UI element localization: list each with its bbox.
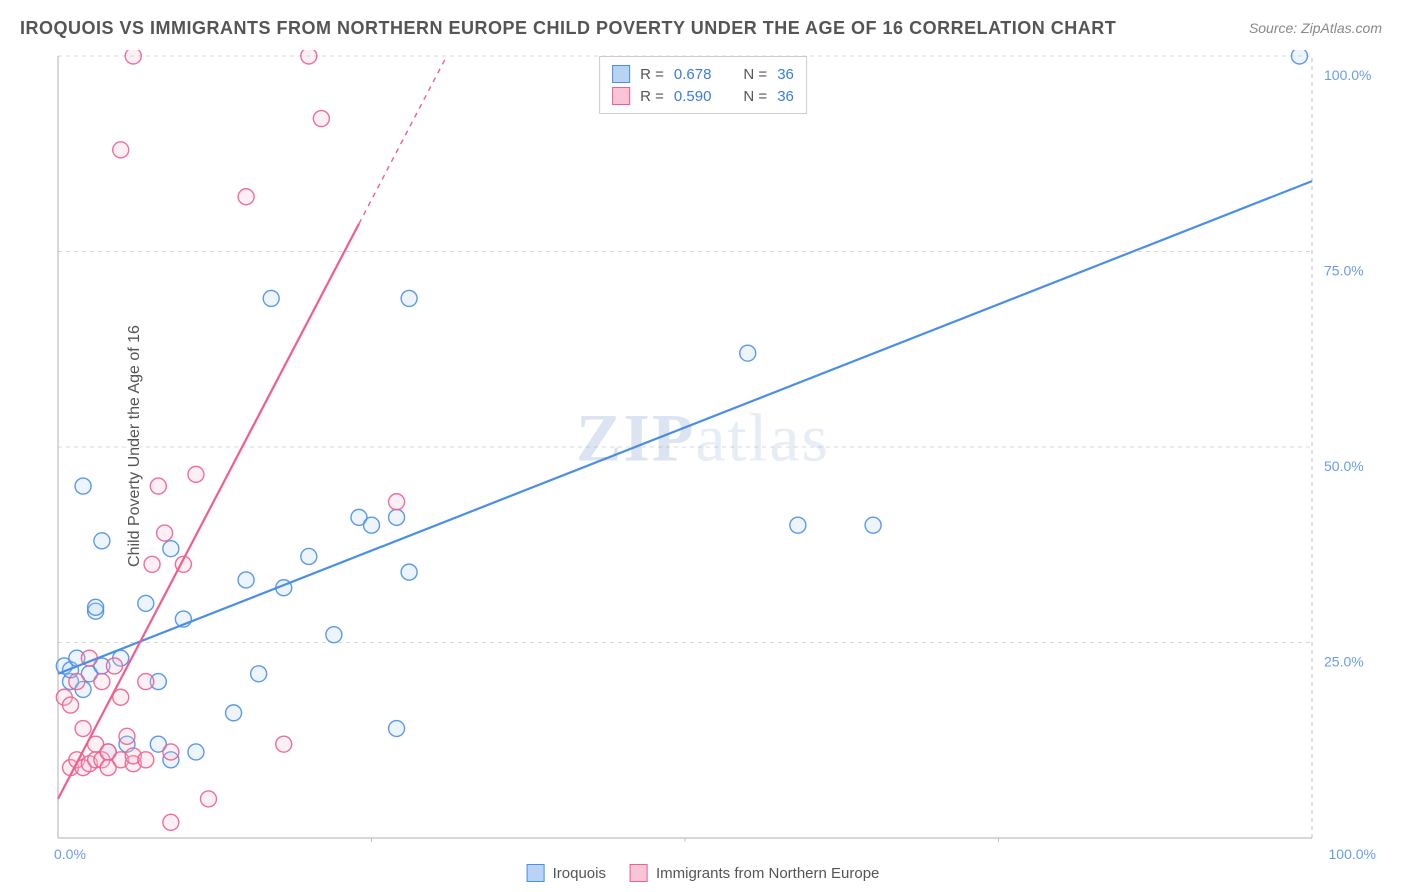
data-point [138,595,154,611]
legend-row: R = 0.678 N = 36 [612,63,794,85]
source-label: Source: ZipAtlas.com [1249,20,1382,36]
correlation-legend: R = 0.678 N = 36 R = 0.590 N = 36 [599,56,807,114]
data-point [389,509,405,525]
data-point [364,517,380,533]
data-point [263,290,279,306]
data-point [113,142,129,158]
data-point [326,627,342,643]
data-point [238,572,254,588]
data-point [401,564,417,580]
series-name: Iroquois [553,865,606,882]
data-point [125,50,141,64]
data-point [106,658,122,674]
legend-item: Iroquois [527,864,606,882]
data-point [740,345,756,361]
data-point [389,721,405,737]
data-point [401,290,417,306]
data-point [790,517,806,533]
data-point [63,697,79,713]
n-label: N = [743,88,767,105]
legend-swatch [527,864,545,882]
data-point [163,814,179,830]
data-point [389,494,405,510]
r-label: R = [640,66,664,83]
chart-area: 25.0%50.0%75.0%100.0% 0.0%100.0% [54,50,1386,842]
data-point [276,736,292,752]
data-point [150,478,166,494]
data-point [226,705,242,721]
data-point [200,791,216,807]
data-point [75,478,91,494]
data-point [144,556,160,572]
series-name: Immigrants from Northern Europe [656,865,879,882]
scatter-chart: 25.0% 50.0% 75.0% 100.0% [54,50,1386,842]
data-point [94,533,110,549]
trend-line [58,181,1312,674]
series-legend: Iroquois Immigrants from Northern Europe [527,864,880,882]
legend-swatch [612,65,630,83]
data-point [313,111,329,127]
data-point [69,674,85,690]
r-label: R = [640,88,664,105]
data-point [188,744,204,760]
data-point [138,752,154,768]
data-point [94,674,110,690]
legend-item: Immigrants from Northern Europe [630,864,879,882]
r-value: 0.590 [674,88,712,105]
data-point [163,541,179,557]
n-value: 36 [777,88,794,105]
data-point [138,674,154,690]
data-point [1291,50,1307,64]
y-tick-label: 25.0% [1324,654,1364,670]
data-point [88,599,104,615]
data-point [188,466,204,482]
data-point [119,728,135,744]
data-point [301,548,317,564]
data-point [251,666,267,682]
legend-swatch [612,87,630,105]
chart-title: IROQUOIS VS IMMIGRANTS FROM NORTHERN EUR… [20,18,1116,39]
n-value: 36 [777,66,794,83]
x-tick-label: 0.0% [54,846,86,862]
y-tick-label: 100.0% [1324,67,1371,83]
legend-row: R = 0.590 N = 36 [612,85,794,107]
n-label: N = [743,66,767,83]
data-point [301,50,317,64]
data-point [157,525,173,541]
y-tick-label: 75.0% [1324,263,1364,279]
y-tick-label: 50.0% [1324,458,1364,474]
data-point [865,517,881,533]
r-value: 0.678 [674,66,712,83]
x-tick-label: 100.0% [1329,846,1376,862]
data-point [75,721,91,737]
data-point [238,189,254,205]
data-point [163,744,179,760]
legend-swatch [630,864,648,882]
